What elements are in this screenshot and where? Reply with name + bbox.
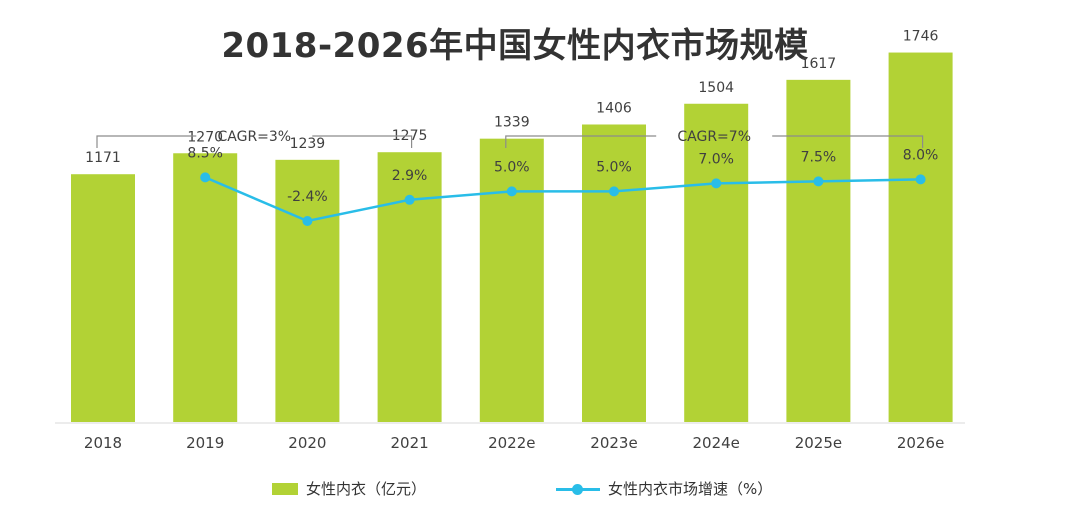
cagr-bracket-left: [96, 135, 197, 148]
growth-point-2019: [200, 172, 211, 183]
legend-swatch-bar: [272, 482, 298, 495]
growth-value-label: 5.0%: [494, 159, 530, 175]
legend-swatch-line: [556, 483, 600, 495]
legend-item-line: 女性内衣市场增速（%）: [556, 478, 772, 499]
growth-value-label: 5.0%: [596, 159, 632, 175]
bar-value-label: 1270: [187, 129, 223, 145]
cagr-bracket-right: [312, 135, 413, 148]
growth-value-label: 8.5%: [187, 145, 223, 161]
growth-point-2026e: [915, 174, 926, 185]
cagr-bracket-left: [505, 135, 657, 148]
cagr-label: CAGR=3%: [217, 129, 291, 145]
bar-value-label: 1406: [596, 100, 632, 116]
bar-2020: [275, 159, 340, 422]
bar-value-label: 1746: [903, 29, 939, 45]
x-tick-label: 2023e: [590, 434, 637, 452]
legend-item-bar: 女性内衣（亿元）: [272, 478, 426, 499]
bar-value-label: 1617: [801, 56, 837, 72]
bar-2023e: [582, 124, 646, 422]
x-tick-label: 2024e: [692, 434, 739, 452]
bar-2018: [71, 174, 135, 422]
bar-2026e: [888, 52, 953, 423]
growth-point-2022e: [506, 186, 517, 197]
bar-2025e: [786, 79, 851, 422]
x-tick-label: 2022e: [488, 434, 535, 452]
bar-value-label: 1504: [698, 80, 734, 96]
growth-value-label: -2.4%: [287, 189, 328, 205]
growth-point-2024e: [711, 178, 722, 189]
growth-value-label: 7.5%: [801, 149, 837, 165]
growth-value-label: 2.9%: [392, 168, 428, 184]
x-tick-label: 2025e: [795, 434, 842, 452]
x-tick-label: 2020: [288, 434, 326, 452]
growth-point-2025e: [813, 176, 824, 187]
bar-2021: [377, 152, 442, 422]
growth-point-2021: [404, 194, 415, 205]
bar-2024e: [684, 103, 749, 422]
chart-title: 2018-2026年中国女性内衣市场规模: [221, 26, 809, 66]
cagr-bracket-right: [772, 135, 924, 148]
bar-value-label: 1239: [290, 136, 326, 152]
legend-label-line: 女性内衣市场增速（%）: [608, 480, 773, 498]
cagr-label: CAGR=7%: [677, 129, 751, 145]
growth-line: [204, 176, 921, 223]
growth-value-label: 8.0%: [903, 147, 939, 163]
x-tick-label: 2021: [391, 434, 429, 452]
legend-label-bar: 女性内衣（亿元）: [306, 480, 427, 498]
x-tick-label: 2026e: [897, 434, 944, 452]
growth-value-label: 7.0%: [698, 151, 734, 167]
bar-2022e: [479, 138, 544, 422]
x-tick-label: 2018: [84, 434, 122, 452]
growth-point-2023e: [609, 186, 619, 197]
bar-2019: [173, 153, 238, 422]
bar-value-label: 1171: [85, 150, 121, 166]
growth-point-2020: [302, 216, 313, 226]
x-tick-label: 2019: [186, 434, 224, 452]
bar-value-label: 1339: [494, 115, 530, 131]
